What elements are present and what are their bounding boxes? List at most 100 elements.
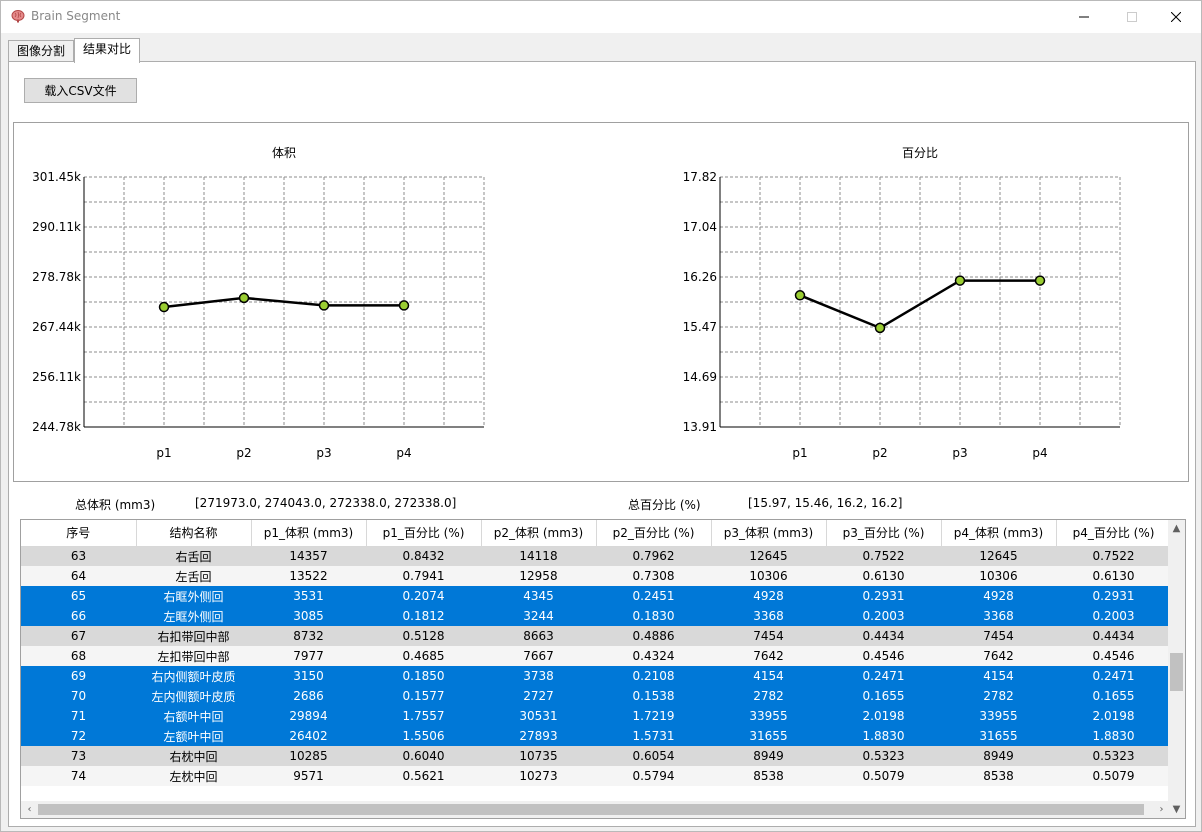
column-header[interactable]: p4_体积 (mm3) xyxy=(941,520,1057,547)
table-cell[interactable]: 14357 xyxy=(251,546,366,566)
table-cell[interactable]: 10306 xyxy=(711,566,826,586)
table-cell[interactable]: 左枕中回 xyxy=(136,766,251,786)
horizontal-scrollbar[interactable]: ‹ › xyxy=(21,801,1170,818)
tab-result-comparison[interactable]: 结果对比 xyxy=(74,38,140,63)
table-cell[interactable]: 8949 xyxy=(711,746,826,766)
table-cell[interactable]: 10735 xyxy=(481,746,596,766)
table-cell[interactable]: 4928 xyxy=(941,586,1056,606)
table-cell[interactable]: 0.2931 xyxy=(826,586,941,606)
table-cell[interactable]: 7667 xyxy=(481,646,596,666)
table-cell[interactable]: 33955 xyxy=(711,706,826,726)
table-cell[interactable]: 8732 xyxy=(251,626,366,646)
table-cell[interactable]: 0.7522 xyxy=(826,546,941,566)
table-cell[interactable]: 7642 xyxy=(941,646,1056,666)
table-cell[interactable]: 0.4434 xyxy=(1056,626,1171,646)
table-cell[interactable]: 0.4546 xyxy=(826,646,941,666)
column-header[interactable]: p2_百分比 (%) xyxy=(596,520,712,547)
table-cell[interactable]: 0.6054 xyxy=(596,746,711,766)
vertical-scrollbar[interactable]: ▲ xyxy=(1168,520,1185,802)
table-cell[interactable]: 0.2003 xyxy=(1056,606,1171,626)
table-cell[interactable]: 3738 xyxy=(481,666,596,686)
table-row[interactable]: 69 右内侧额叶皮质 3150 0.1850 3738 0.2108 4154 0.2471 4… xyxy=(21,666,1171,686)
table-cell[interactable]: 0.1830 xyxy=(596,606,711,626)
table-cell[interactable]: 0.1850 xyxy=(366,666,481,686)
table-cell[interactable]: 14118 xyxy=(481,546,596,566)
table-cell[interactable]: 1.8830 xyxy=(826,726,941,746)
table-cell[interactable]: 7977 xyxy=(251,646,366,666)
table-cell[interactable]: 7454 xyxy=(711,626,826,646)
table-cell[interactable]: 4345 xyxy=(481,586,596,606)
table-cell[interactable]: 0.6130 xyxy=(1056,566,1171,586)
table-row[interactable]: 73 右枕中回 10285 0.6040 10735 0.6054 8949 0.5323 89… xyxy=(21,746,1171,766)
table-row[interactable]: 63 右舌回 14357 0.8432 14118 0.7962 12645 0.7522 12… xyxy=(21,546,1171,566)
table-row[interactable]: 72 左额叶中回 26402 1.5506 27893 1.5731 31655 1.8830… xyxy=(21,726,1171,746)
column-header[interactable]: p1_体积 (mm3) xyxy=(251,520,367,547)
table-cell[interactable]: 9571 xyxy=(251,766,366,786)
table-cell[interactable]: 65 xyxy=(21,586,136,606)
table-cell[interactable]: 64 xyxy=(21,566,136,586)
table-cell[interactable]: 0.4546 xyxy=(1056,646,1171,666)
table-cell[interactable]: 0.5323 xyxy=(826,746,941,766)
table-cell[interactable]: 72 xyxy=(21,726,136,746)
table-cell[interactable]: 68 xyxy=(21,646,136,666)
table-cell[interactable]: 71 xyxy=(21,706,136,726)
table-cell[interactable]: 4154 xyxy=(941,666,1056,686)
table-cell[interactable]: 0.1812 xyxy=(366,606,481,626)
table-cell[interactable]: 2782 xyxy=(711,686,826,706)
table-cell[interactable]: 0.7962 xyxy=(596,546,711,566)
column-header[interactable]: 序号 xyxy=(21,520,137,547)
column-header[interactable]: p2_体积 (mm3) xyxy=(481,520,597,547)
table-row[interactable]: 65 右眶外侧回 3531 0.2074 4345 0.2451 4928 0.2931 492… xyxy=(21,586,1171,606)
table-cell[interactable]: 8949 xyxy=(941,746,1056,766)
scroll-right-icon[interactable]: › xyxy=(1159,804,1164,815)
table-cell[interactable]: 67 xyxy=(21,626,136,646)
table-cell[interactable]: 0.2931 xyxy=(1056,586,1171,606)
table-cell[interactable]: 0.8432 xyxy=(366,546,481,566)
table-cell[interactable]: 29894 xyxy=(251,706,366,726)
close-button[interactable] xyxy=(1153,1,1199,33)
horizontal-scroll-thumb[interactable] xyxy=(38,804,1144,815)
table-row[interactable]: 70 左内侧额叶皮质 2686 0.1577 2727 0.1538 2782 0.1655 2… xyxy=(21,686,1171,706)
table-cell[interactable]: 左舌回 xyxy=(136,566,251,586)
table-cell[interactable]: 12958 xyxy=(481,566,596,586)
column-header[interactable]: 结构名称 xyxy=(136,520,252,547)
table-cell[interactable]: 左内侧额叶皮质 xyxy=(136,686,251,706)
table-cell[interactable]: 13522 xyxy=(251,566,366,586)
load-csv-button[interactable]: 载入CSV文件 xyxy=(24,78,137,103)
table-cell[interactable]: 1.5731 xyxy=(596,726,711,746)
scroll-down-icon[interactable]: ▼ xyxy=(1172,804,1181,815)
table-cell[interactable]: 8538 xyxy=(711,766,826,786)
table-cell[interactable]: 0.7522 xyxy=(1056,546,1171,566)
table-cell[interactable]: 0.6040 xyxy=(366,746,481,766)
table-cell[interactable]: 0.2471 xyxy=(1056,666,1171,686)
column-header[interactable]: p1_百分比 (%) xyxy=(366,520,482,547)
table-cell[interactable]: 12645 xyxy=(711,546,826,566)
table-cell[interactable]: 66 xyxy=(21,606,136,626)
table-cell[interactable]: 右眶外侧回 xyxy=(136,586,251,606)
table-cell[interactable]: 0.2108 xyxy=(596,666,711,686)
table-cell[interactable]: 0.4434 xyxy=(826,626,941,646)
table-cell[interactable]: 0.6130 xyxy=(826,566,941,586)
table-cell[interactable]: 3085 xyxy=(251,606,366,626)
table-cell[interactable]: 3244 xyxy=(481,606,596,626)
table-cell[interactable]: 2.0198 xyxy=(826,706,941,726)
table-cell[interactable]: 3368 xyxy=(711,606,826,626)
table-cell[interactable]: 0.4324 xyxy=(596,646,711,666)
table-cell[interactable]: 69 xyxy=(21,666,136,686)
table-cell[interactable]: 2727 xyxy=(481,686,596,706)
table-cell[interactable]: 左额叶中回 xyxy=(136,726,251,746)
table-cell[interactable]: 31655 xyxy=(711,726,826,746)
table-cell[interactable]: 1.5506 xyxy=(366,726,481,746)
table-cell[interactable]: 3150 xyxy=(251,666,366,686)
table-cell[interactable]: 3531 xyxy=(251,586,366,606)
table-cell[interactable]: 10285 xyxy=(251,746,366,766)
table-cell[interactable]: 0.2074 xyxy=(366,586,481,606)
table-cell[interactable]: 30531 xyxy=(481,706,596,726)
table-cell[interactable]: 0.2451 xyxy=(596,586,711,606)
table-cell[interactable]: 7642 xyxy=(711,646,826,666)
table-row[interactable]: 64 左舌回 13522 0.7941 12958 0.7308 10306 0.6130 10… xyxy=(21,566,1171,586)
table-cell[interactable]: 1.7557 xyxy=(366,706,481,726)
table-cell[interactable]: 8663 xyxy=(481,626,596,646)
table-cell[interactable]: 10306 xyxy=(941,566,1056,586)
table-cell[interactable]: 0.5794 xyxy=(596,766,711,786)
